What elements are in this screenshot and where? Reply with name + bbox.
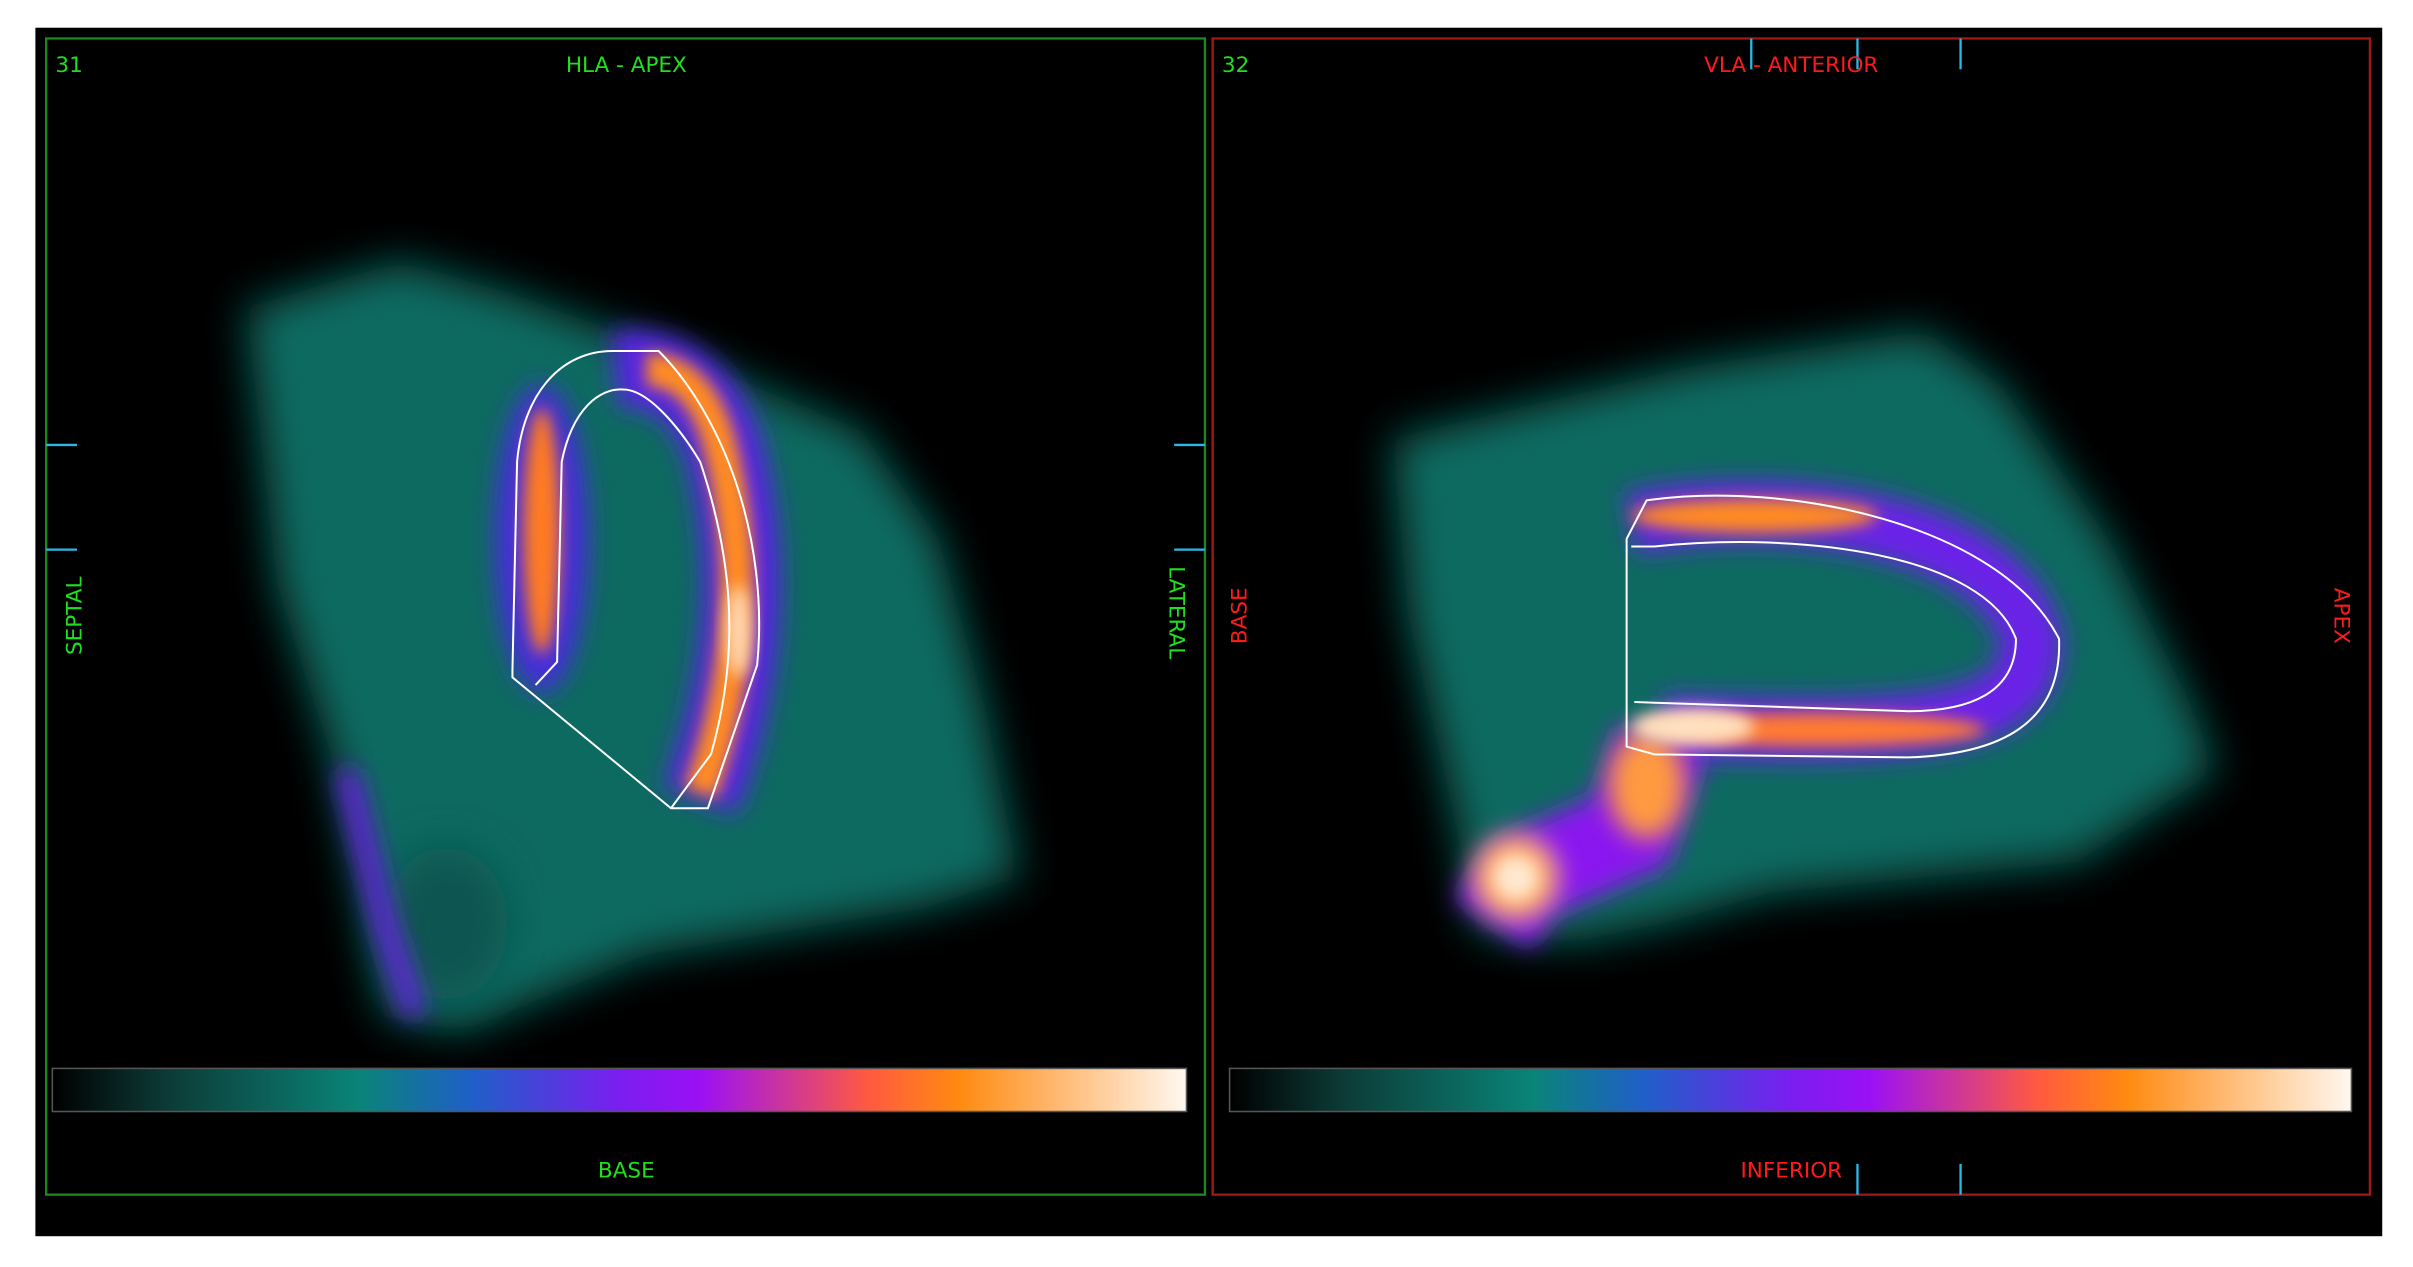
contour [1625,494,2061,759]
myocardium [726,585,751,678]
slice-number: 31 [55,53,82,78]
tracer-uptake [246,261,1019,1032]
slice-number: 32 [1222,53,1249,78]
bottom-label: INFERIOR [1740,1159,1842,1184]
tracer-uptake [335,767,426,1020]
panel-border [1211,37,2372,1196]
tracer-uptake [384,846,508,1001]
myocardium [523,407,561,655]
hla-panel: 31 HLA - APEX SEPTAL LATERAL BASE [45,37,1207,1196]
vla-panel: 32 VLA - ANTERIOR BASE APEX INFERIOR [1211,37,2372,1196]
tracer-uptake [1494,855,1538,900]
right-label: APEX [2329,588,2354,644]
tracer-uptake [1608,731,1686,840]
left-label: BASE [1227,587,1252,644]
tracer-uptake [1631,708,1755,746]
left-label: SEPTAL [62,577,87,655]
colorbar [51,1067,1188,1113]
panel-title: HLA - APEX [566,53,687,78]
bottom-label: BASE [598,1159,655,1184]
myocardium [1631,498,1878,533]
panel-border [45,37,1207,1196]
colorbar [1228,1067,2353,1113]
panel-title: VLA - ANTERIOR [1704,53,1878,78]
right-label: LATERAL [1164,566,1189,659]
contour [511,350,761,810]
